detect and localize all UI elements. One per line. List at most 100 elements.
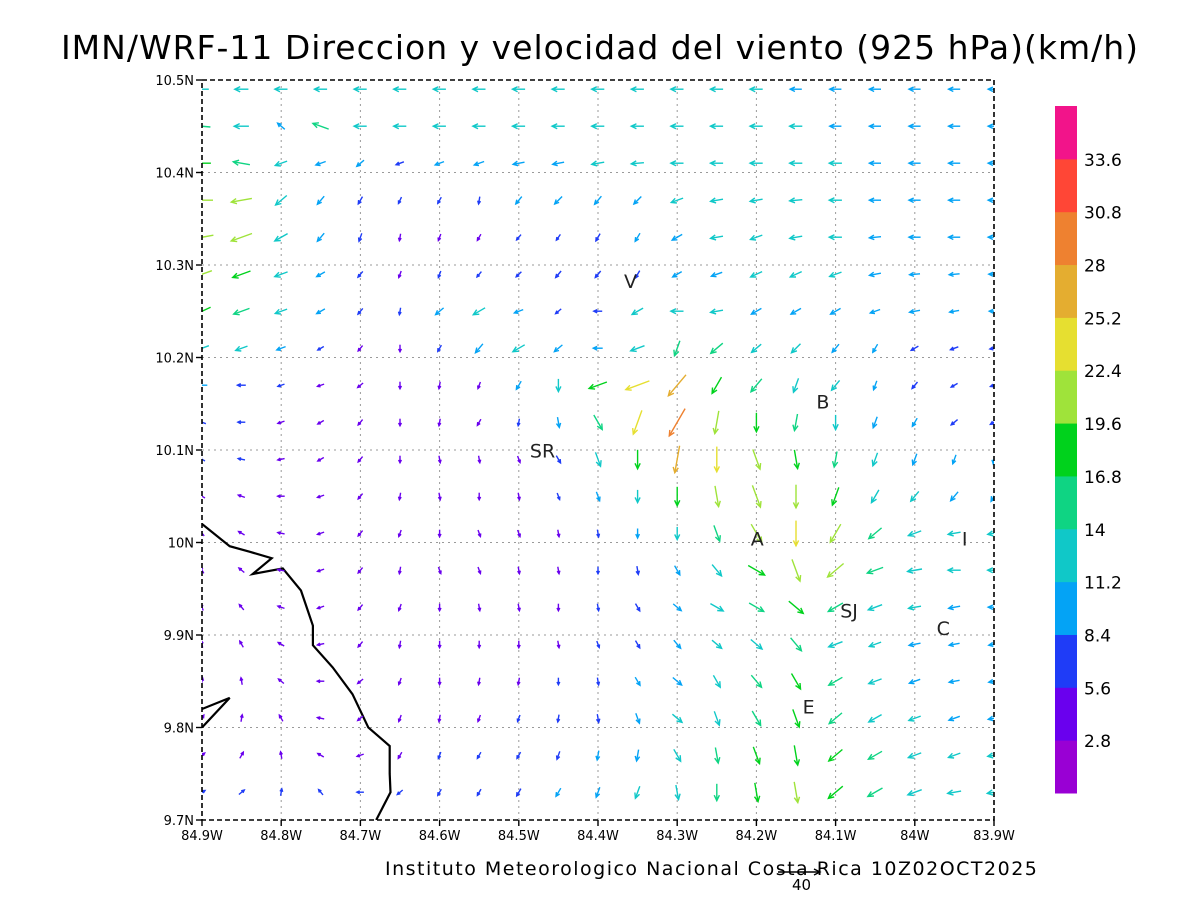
- wind-arrow: [673, 340, 681, 358]
- wind-arrow: [634, 749, 641, 763]
- wind-arrow: [624, 380, 650, 391]
- colorbar-label: 8.4: [1084, 627, 1111, 647]
- wind-arrow: [792, 520, 800, 548]
- wind-arrow: [986, 160, 994, 167]
- wind-arrow: [279, 787, 284, 796]
- wind-arrow: [906, 752, 922, 759]
- y-tick-label: 9.8N: [164, 722, 194, 737]
- wind-arrow: [907, 123, 921, 130]
- wind-arrow: [555, 787, 562, 798]
- wind-arrow: [829, 307, 841, 315]
- wind-arrow: [634, 786, 641, 800]
- wind-arrow: [356, 307, 364, 316]
- wind-arrow: [871, 343, 879, 354]
- wind-arrow: [314, 160, 326, 167]
- wind-arrow: [357, 196, 364, 206]
- wind-arrow: [906, 789, 922, 797]
- coastline-segment: [202, 696, 231, 729]
- wind-arrow: [556, 677, 561, 687]
- wind-arrow: [202, 789, 207, 794]
- wind-arrow: [273, 86, 288, 93]
- wind-arrow: [596, 603, 601, 613]
- wind-arrow: [674, 784, 681, 802]
- wind-arrow: [352, 86, 367, 93]
- colorbar-label: 2.8: [1084, 732, 1111, 752]
- wind-arrow: [511, 160, 525, 167]
- wind-arrow: [476, 751, 482, 760]
- wind-arrow: [867, 86, 881, 93]
- wind-arrow: [947, 271, 960, 278]
- wind-arrow: [748, 602, 766, 613]
- wind-arrow: [273, 308, 288, 315]
- wind-arrow: [788, 600, 805, 615]
- wind-arrow: [911, 381, 919, 390]
- wind-arrow: [792, 484, 800, 510]
- wind-arrow: [828, 271, 842, 278]
- wind-arrow: [951, 454, 957, 466]
- x-tick-label: 84.1W: [815, 829, 857, 844]
- wind-arrow: [871, 452, 879, 468]
- wind-arrow: [475, 271, 482, 279]
- x-tick-label: 84.9W: [181, 829, 223, 844]
- wind-arrow: [826, 562, 845, 579]
- wind-arrow: [472, 160, 485, 167]
- wind-arrow: [238, 603, 245, 611]
- wind-arrow: [279, 750, 283, 759]
- wind-arrow: [397, 418, 403, 428]
- wind-arrow: [431, 86, 446, 93]
- wind-arrow: [752, 449, 762, 471]
- wind-arrow: [946, 197, 961, 204]
- wind-arrow: [867, 527, 883, 540]
- wind-arrow: [750, 307, 762, 315]
- wind-arrow: [867, 678, 882, 685]
- wind-arrow: [433, 160, 445, 166]
- colorbar-label: 22.4: [1084, 362, 1122, 382]
- wind-arrow: [872, 380, 878, 392]
- wind-arrow: [277, 677, 285, 685]
- wind-arrow: [587, 381, 608, 390]
- wind-arrow: [471, 86, 486, 93]
- x-tick-label: 84.7W: [339, 829, 381, 844]
- wind-arrow: [397, 751, 403, 760]
- wind-arrow: [315, 531, 325, 536]
- wind-arrow: [712, 674, 721, 689]
- wind-arrow: [515, 788, 522, 798]
- wind-arrow: [946, 123, 961, 130]
- wind-arrow: [397, 455, 403, 465]
- wind-arrow: [832, 414, 839, 432]
- wind-arrow: [788, 270, 802, 278]
- wind-arrow: [793, 781, 801, 805]
- wind-arrow: [907, 197, 921, 204]
- wind-arrow: [311, 122, 329, 130]
- wind-arrow: [556, 566, 561, 576]
- wind-arrow: [790, 673, 802, 691]
- wind-arrow: [867, 197, 881, 204]
- wind-arrow: [512, 308, 524, 314]
- wind-arrow: [397, 270, 402, 280]
- wind-arrow: [355, 753, 364, 758]
- wind-arrow: [477, 529, 482, 539]
- x-tick-label: 84.8W: [260, 829, 302, 844]
- wind-arrow: [232, 122, 249, 130]
- wind-arrow: [551, 160, 565, 167]
- wind-arrow: [827, 197, 842, 204]
- wind-arrow: [991, 455, 994, 466]
- wind-arrow: [709, 308, 724, 315]
- wind-arrow: [593, 414, 603, 431]
- wind-arrow: [556, 529, 561, 539]
- wind-arrow: [437, 640, 442, 650]
- wind-arrow: [788, 86, 802, 93]
- wind-arrow: [476, 418, 482, 427]
- station-label: I: [962, 528, 968, 550]
- coastline-segment: [202, 523, 392, 820]
- wind-arrow: [392, 123, 407, 130]
- wind-arrow: [356, 382, 364, 389]
- wind-arrow: [749, 378, 763, 393]
- wind-arrow: [437, 418, 442, 428]
- colorbar-label: 5.6: [1084, 679, 1111, 699]
- wind-arrow: [708, 160, 724, 167]
- wind-arrow: [397, 344, 403, 354]
- wind-arrow: [477, 455, 482, 465]
- wind-arrow: [237, 530, 245, 536]
